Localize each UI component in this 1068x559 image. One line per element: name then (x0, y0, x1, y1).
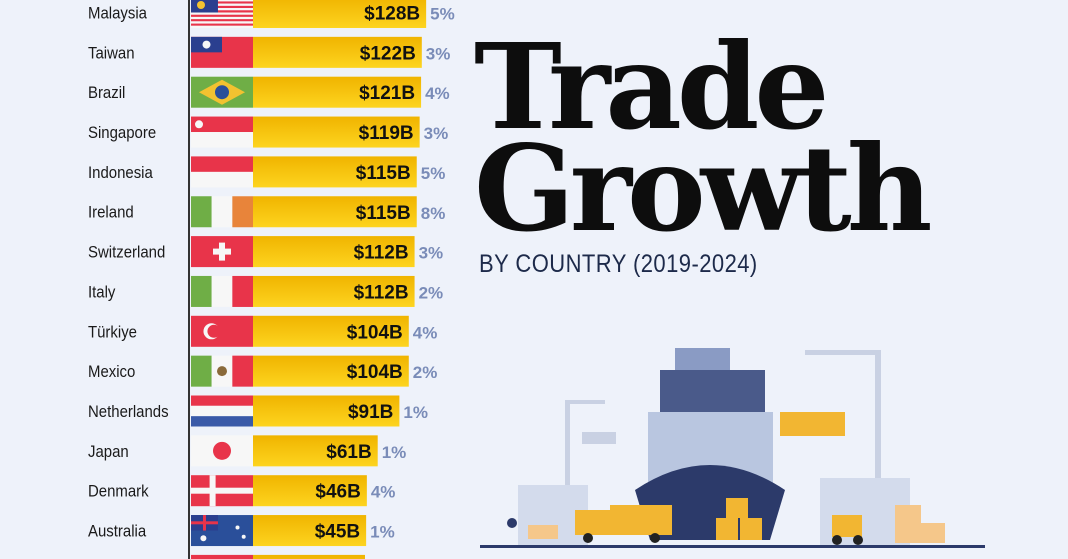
flag-italy-icon (191, 275, 253, 307)
flag-mexico-icon (191, 355, 253, 387)
growth-label: 4% (413, 323, 438, 342)
growth-label: 2% (419, 283, 444, 302)
growth-label: 2% (413, 363, 438, 382)
bar-row-11: Japan $61B 1% (88, 435, 407, 467)
value-label: $115B (356, 203, 411, 224)
bar-row-4: Indonesia $115B 5% (88, 156, 446, 188)
right-crane-icon (780, 350, 881, 500)
bar-row-5: Ireland $115B 8% (88, 196, 446, 228)
bar-row-1: Taiwan $122B 3% (88, 36, 451, 68)
left-crane-icon (565, 400, 616, 530)
value-label: $112B (354, 282, 409, 303)
title-line-2: Growth (474, 119, 933, 258)
bar-row-13: Australia $45B 1% (88, 515, 395, 547)
growth-label: 4% (425, 84, 450, 103)
bar (253, 395, 400, 427)
ground-line (480, 545, 985, 548)
bar (253, 156, 417, 188)
growth-label: 3% (424, 124, 449, 143)
bar (253, 236, 415, 268)
value-label: $119B (359, 123, 414, 144)
subtitle: BY COUNTRY (2019-2024) (479, 250, 758, 278)
value-label: $46B (315, 482, 360, 503)
value-label: $61B (326, 442, 371, 463)
value-label: $104B (347, 362, 403, 383)
growth-label: 3% (419, 244, 444, 263)
value-label: $104B (347, 322, 403, 343)
growth-label: 1% (403, 403, 428, 422)
bar-row-9: Mexico $104B 2% (88, 355, 438, 387)
bar (253, 315, 409, 347)
bar-row-8: Türkiye $104B 4% (88, 315, 438, 347)
country-label: Brazil (88, 84, 125, 102)
country-label: Netherlands (88, 403, 169, 421)
growth-label: 4% (371, 483, 396, 502)
country-label: Singapore (88, 124, 156, 142)
forklift-icon (832, 515, 863, 545)
bar (253, 76, 422, 108)
country-label: Indonesia (88, 164, 153, 182)
bar-row-2: Brazil $121B 4% (88, 76, 450, 108)
country-label: Mexico (88, 363, 135, 381)
bar (253, 36, 422, 68)
port-illustration (480, 348, 985, 548)
country-label: Switzerland (88, 244, 165, 262)
growth-label: 3% (426, 44, 451, 63)
value-label: $121B (359, 83, 415, 104)
growth-label: 5% (421, 164, 446, 183)
value-label: $112B (354, 243, 409, 264)
bar-row-6: Switzerland $112B 3% (88, 236, 444, 268)
flag-japan-icon (191, 435, 253, 467)
country-label: Ireland (88, 204, 134, 222)
growth-label: 8% (421, 204, 446, 223)
flag-taiwan-icon (191, 36, 253, 68)
flag-denmark-icon (191, 475, 253, 507)
country-label: Japan (88, 443, 129, 461)
flag-netherlands-icon (191, 395, 253, 427)
title-line-1: Trade (474, 17, 829, 156)
country-label: Taiwan (88, 45, 135, 63)
flag-switzerland-icon (191, 236, 253, 268)
country-label: Malaysia (88, 5, 147, 23)
bar (253, 435, 378, 467)
boxes-icon (716, 498, 945, 543)
flag-brazil-icon (191, 76, 253, 108)
flag-malaysia-icon (191, 0, 253, 28)
value-label: $128B (364, 4, 420, 25)
bar-row-10: Netherlands $91B 1% (88, 395, 428, 427)
truck-icon (575, 505, 672, 543)
flag-ireland-icon (191, 196, 253, 228)
growth-label: 1% (370, 523, 395, 542)
bar (253, 196, 417, 228)
bar-row-3: Singapore $119B 3% (88, 116, 449, 148)
bar-row-partial (191, 554, 365, 559)
growth-label: 5% (430, 5, 455, 24)
bar (253, 475, 367, 507)
bar-row-12: Denmark $46B 4% (88, 475, 396, 507)
flag-australia-icon (191, 515, 253, 547)
country-label: Australia (88, 523, 146, 541)
value-label: $45B (315, 522, 360, 543)
bar (253, 515, 367, 547)
hand-truck-icon (507, 518, 558, 539)
growth-label: 1% (382, 443, 407, 462)
country-label: Denmark (88, 483, 150, 501)
value-label: $115B (356, 163, 411, 184)
bar (253, 116, 420, 148)
value-label: $91B (348, 402, 393, 423)
chart-axis (188, 0, 190, 559)
value-label: $122B (360, 43, 416, 64)
flag-indonesia-icon (191, 156, 253, 188)
country-label: Italy (88, 284, 115, 302)
flag-singapore-icon (191, 116, 253, 148)
bar-row-0: Malaysia $128B 5% (88, 0, 455, 28)
bar-chart: Malaysia $128B 5% Taiwan $122B 3% Brazil $121B 4… (88, 0, 455, 559)
flag-turkiye-icon (191, 315, 253, 347)
bar (253, 0, 427, 28)
country-label: Türkiye (88, 323, 137, 341)
bar (253, 275, 415, 307)
bar-row-7: Italy $112B 2% (88, 275, 444, 307)
bar (253, 355, 409, 387)
